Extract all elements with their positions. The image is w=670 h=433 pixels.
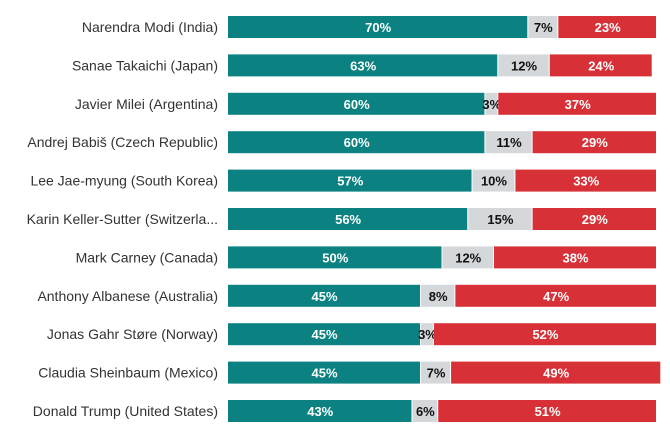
disapprove-bar-segment [532,208,656,230]
bar-row: Anthony Albanese (Australia) 45% 8% 47% [37,284,656,307]
data-label: 29% [582,212,608,227]
disapprove-bar-segment [451,361,661,384]
neutral-bar-segment [498,54,549,77]
approve-bar-segment [228,323,421,346]
data-label: 70% [365,20,391,35]
data-label: 63% [350,58,376,73]
category-label: Claudia Sheinbaum (Mexico) [38,365,218,381]
neutral-bar-segment [442,246,493,269]
category-label: Narendra Modi (India) [82,19,218,35]
disapprove-bar-segment [515,169,656,192]
disapprove-bar-segment [433,323,656,346]
data-label: 60% [344,135,370,150]
approve-bar-segment [228,131,485,154]
neutral-bar-segment [421,323,433,346]
data-label: 12% [455,250,481,265]
bar-row: Jonas Gahr Støre (Norway) 45% 3% 52% [47,323,656,346]
bar-row: Mark Carney (Canada) 50% 12% 38% [76,246,656,269]
approve-bar-segment [228,284,421,307]
category-label: Karin Keller-Sutter (Switzerla... [27,211,218,227]
data-label: 33% [573,174,599,189]
data-label: 3% [482,97,501,112]
neutral-bar-segment [468,208,532,230]
category-label: Jonas Gahr Støre (Norway) [47,326,218,342]
data-label: 47% [543,289,569,304]
disapprove-bar-segment [558,16,656,38]
disapprove-bar-segment [455,284,656,307]
approve-bar-segment [228,16,528,38]
category-label: Donald Trump (United States) [33,403,218,419]
data-label: 52% [532,327,558,342]
data-label: 7% [427,366,446,381]
data-label: 10% [481,174,507,189]
data-label: 45% [312,366,338,381]
neutral-bar-segment [485,92,498,115]
data-label: 38% [562,250,588,265]
data-label: 50% [322,250,348,265]
bar-row: Karin Keller-Sutter (Switzerla... 56% 15% 2… [27,208,656,230]
data-label: 3% [418,327,437,342]
disapprove-bar-segment [532,131,656,154]
data-label: 43% [307,404,333,419]
neutral-bar-segment [485,131,532,154]
neutral-bar-segment [472,169,515,192]
data-label: 12% [511,58,537,73]
data-label: 15% [487,212,513,227]
data-label: 6% [416,404,435,419]
category-label: Andrej Babiš (Czech Republic) [27,134,218,150]
data-label: 11% [496,135,522,150]
data-label: 45% [312,289,338,304]
data-label: 60% [344,97,370,112]
data-label: 49% [543,366,569,381]
category-label: Javier Milei (Argentina) [75,96,218,112]
data-label: 29% [582,135,608,150]
approve-bar-segment [228,208,468,230]
disapprove-bar-segment [498,92,656,115]
approve-bar-segment [228,54,498,77]
data-label: 7% [534,20,553,35]
data-label: 57% [337,174,363,189]
approve-bar-segment [228,169,472,192]
approve-bar-segment [228,92,485,115]
category-label: Lee Jae-myung (South Korea) [30,173,218,189]
data-label: 56% [335,212,361,227]
data-label: 51% [535,404,561,419]
neutral-bar-segment [528,16,558,38]
category-label: Mark Carney (Canada) [76,249,218,265]
data-label: 37% [565,97,591,112]
neutral-bar-segment [421,361,451,384]
bar-row: Andrej Babiš (Czech Republic) 60% 11% 29% [27,131,656,154]
disapprove-bar-segment [438,400,656,422]
bar-row: Lee Jae-myung (South Korea) 57% 10% 33% [30,169,656,192]
approve-bar-segment [228,361,421,384]
data-label: 24% [588,58,614,73]
data-label: 8% [429,289,448,304]
disapprove-bar-segment [493,246,656,269]
data-label: 23% [595,20,621,35]
approve-bar-segment [228,400,412,422]
bar-row: Sanae Takaichi (Japan) 63% 12% 24% [72,54,652,77]
disapprove-bar-segment [549,54,652,77]
bar-row: Javier Milei (Argentina) 60% 3% 37% [75,92,656,115]
neutral-bar-segment [412,400,438,422]
bar-row: Donald Trump (United States) 43% 6% 51% [33,400,656,422]
category-label: Sanae Takaichi (Japan) [72,57,218,73]
bar-row: Claudia Sheinbaum (Mexico) 45% 7% 49% [38,361,661,384]
data-label: 45% [312,327,338,342]
bar-row: Narendra Modi (India) 70% 7% 23% [82,16,656,38]
category-label: Anthony Albanese (Australia) [37,288,218,304]
neutral-bar-segment [421,284,455,307]
approve-bar-segment [228,246,442,269]
